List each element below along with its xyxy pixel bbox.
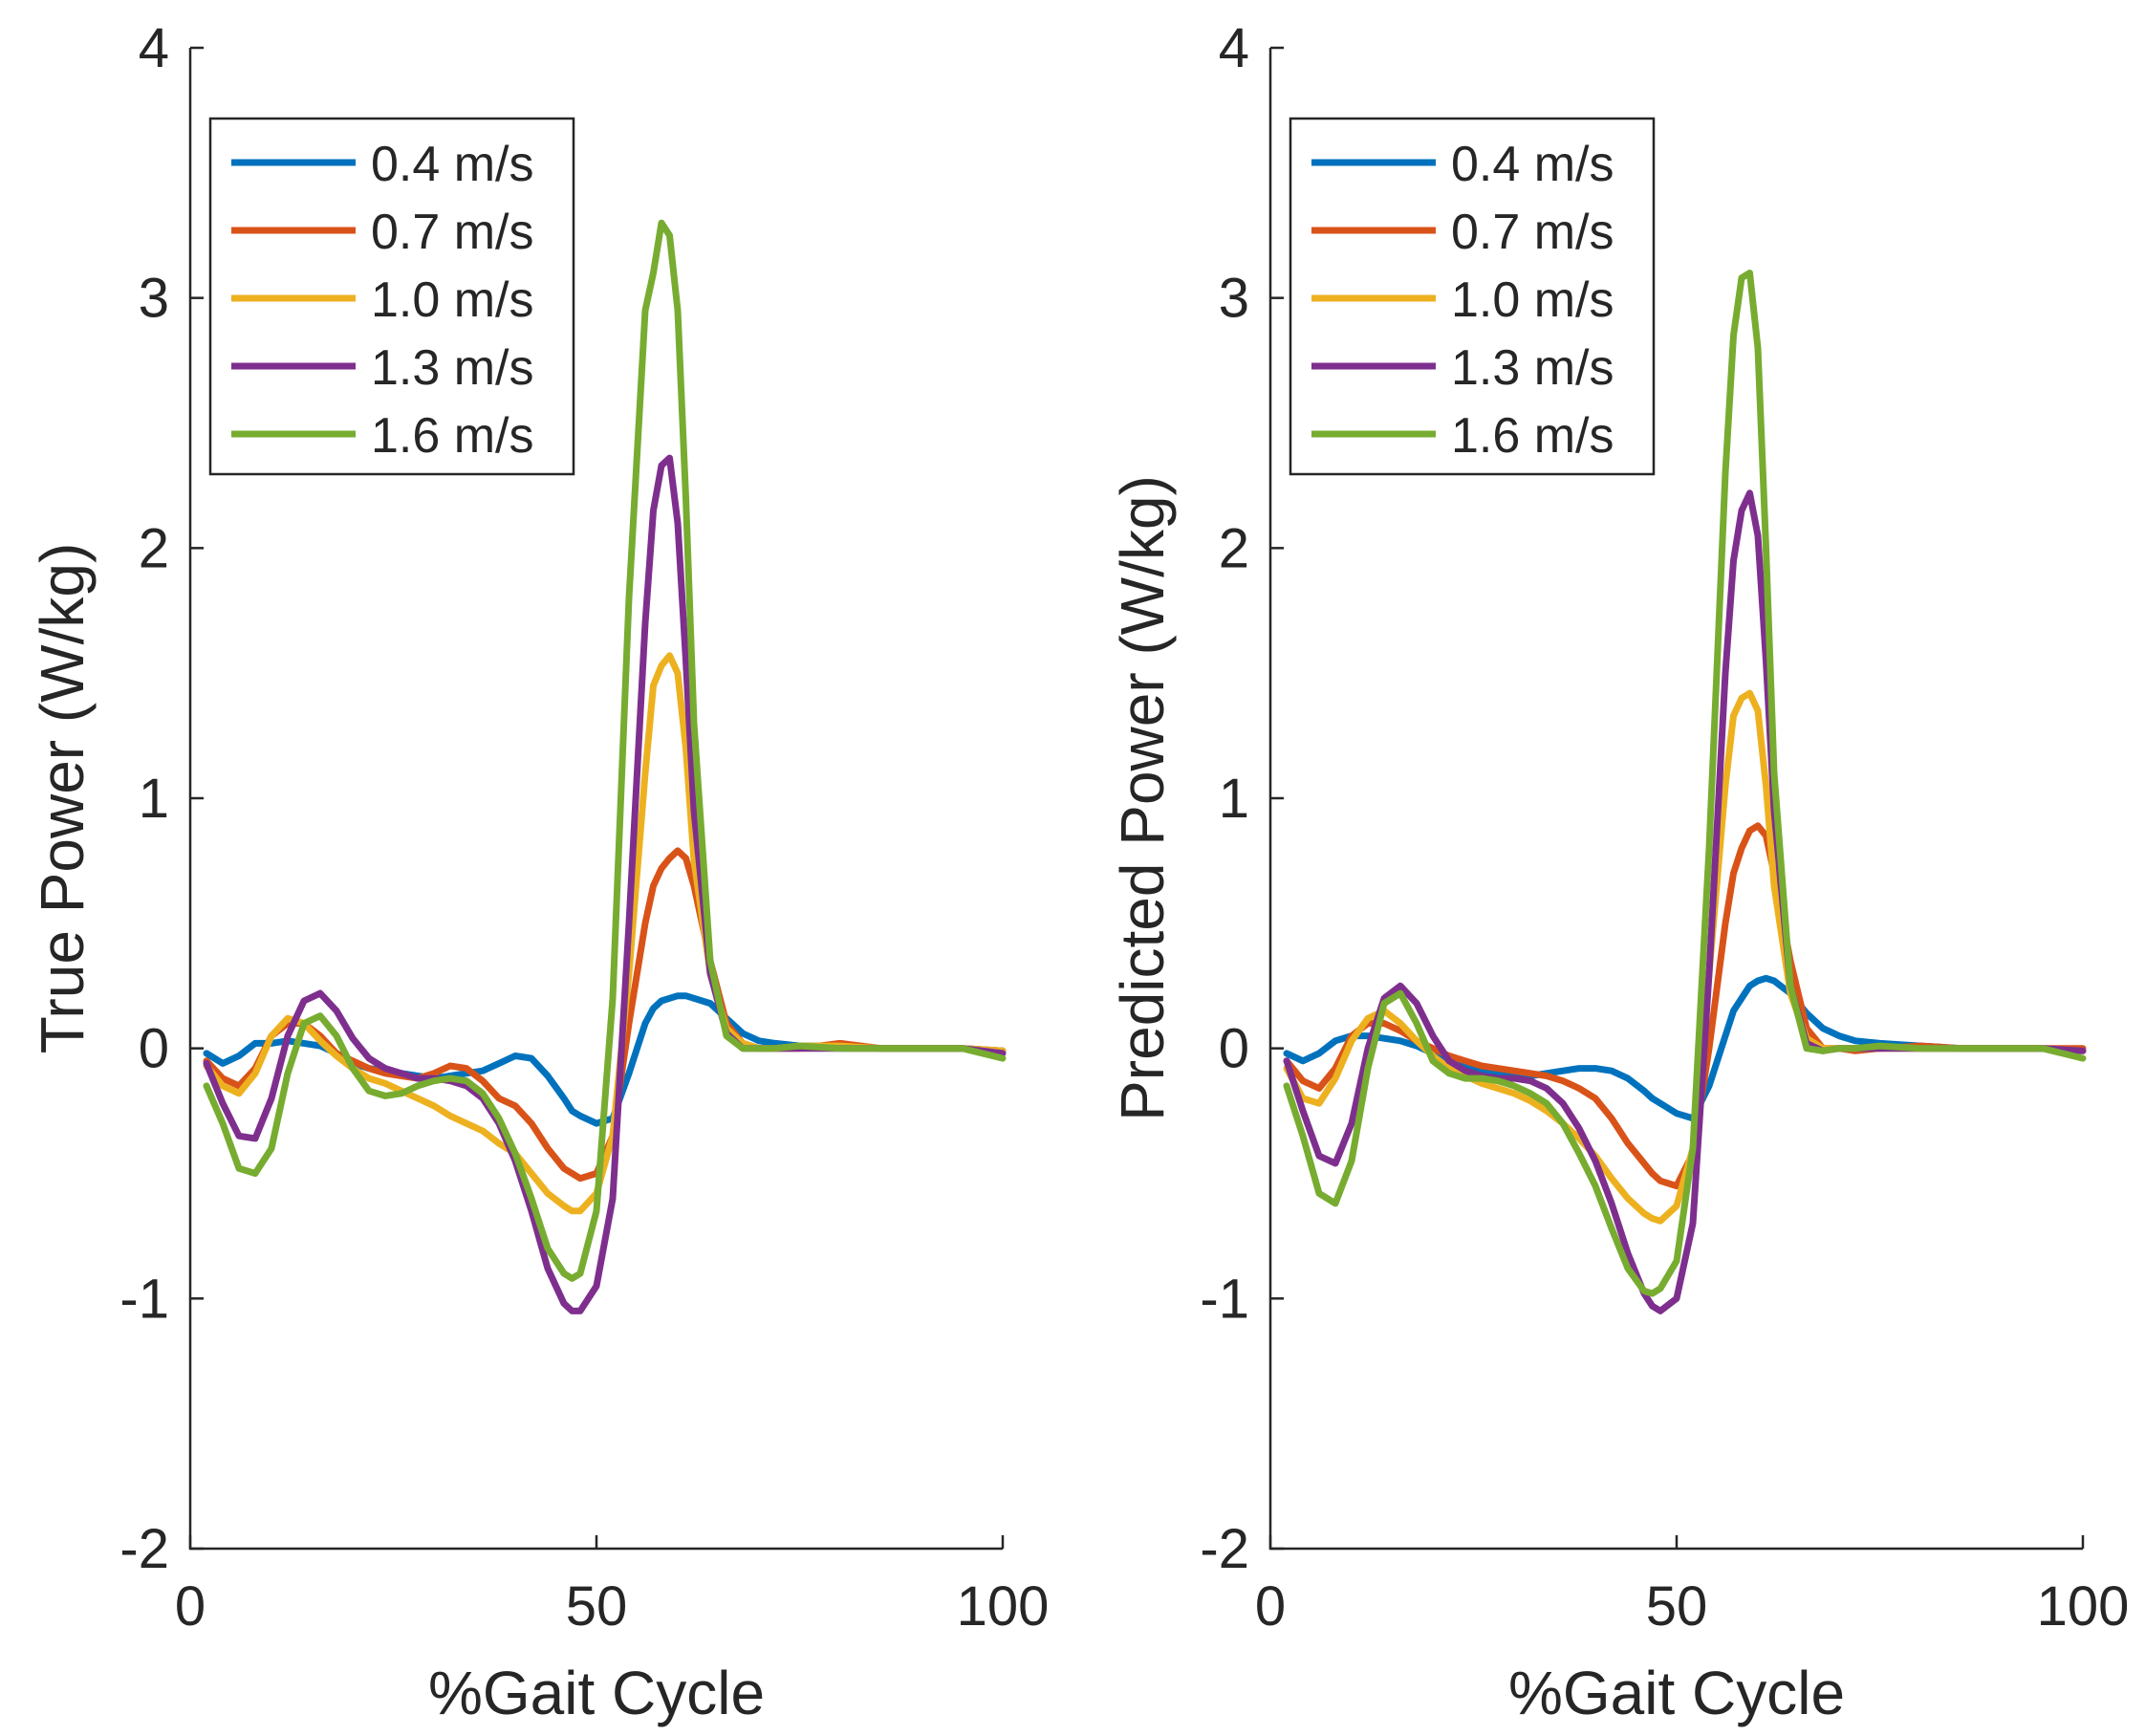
series-line-1-3-m-s (203, 454, 1007, 1314)
x-axis-label: %Gait Cycle (1508, 1659, 1845, 1727)
legend-label: 1.0 m/s (1451, 272, 1614, 328)
x-tick-label: 0 (175, 1575, 206, 1638)
y-axis-label: Predicted Power (W/kg) (1108, 475, 1177, 1121)
y-tick-label: -2 (119, 1518, 169, 1580)
x-tick-label: 0 (1255, 1575, 1286, 1638)
x-tick-label: 100 (2037, 1575, 2130, 1638)
y-tick-label: 3 (139, 268, 169, 330)
y-tick-label: 0 (1219, 1018, 1249, 1080)
y-tick-label: 2 (1219, 517, 1249, 579)
y-tick-label: 4 (1219, 17, 1249, 79)
legend-label: 1.3 m/s (1451, 340, 1614, 396)
legend-label: 1.6 m/s (1451, 408, 1614, 464)
y-tick-label: 1 (139, 768, 169, 830)
y-tick-label: 2 (139, 517, 169, 579)
x-tick-label: 50 (1646, 1575, 1708, 1638)
y-tick-label: 1 (1219, 768, 1249, 830)
series-line-1-6-m-s (1283, 270, 2087, 1297)
chart-panel-2: -2 -1 0 1 2 3 4 0 50 100 %Gait Cycle Predicted Powe… (1108, 17, 2129, 1727)
y-tick-label: 3 (1219, 268, 1249, 330)
series-line-1-6-m-s (203, 219, 1007, 1282)
legend-label: 0.4 m/s (371, 137, 534, 192)
x-tick-label: 100 (957, 1575, 1050, 1638)
y-tick-label: -1 (119, 1268, 169, 1330)
y-tick-label: -1 (1200, 1268, 1249, 1330)
y-axis-label: True Power (W/kg) (28, 543, 97, 1054)
y-tick-label: 4 (139, 17, 169, 79)
legend-label: 1.0 m/s (371, 272, 534, 328)
series-line-1-0-m-s (1283, 689, 2087, 1225)
legend-label: 1.6 m/s (371, 408, 534, 464)
legend-label: 0.7 m/s (371, 205, 534, 260)
y-tick-label: 0 (139, 1018, 169, 1080)
legend-label: 1.3 m/s (371, 340, 534, 396)
legend: 0.4 m/s 0.7 m/s 1.0 m/s 1.3 m/s 1.6 m/s (208, 117, 575, 476)
series-line-0-4-m-s (1283, 974, 2087, 1122)
legend-label: 0.4 m/s (1451, 137, 1614, 192)
chart-panel-1: -2 -1 0 1 2 3 4 0 50 100 %Gait Cycle True Power (W/… (28, 17, 1049, 1727)
y-tick-label: -2 (1200, 1518, 1249, 1580)
legend-label: 0.7 m/s (1451, 205, 1614, 260)
legend: 0.4 m/s 0.7 m/s 1.0 m/s 1.3 m/s 1.6 m/s (1289, 117, 1656, 476)
x-tick-label: 50 (566, 1575, 628, 1638)
x-axis-label: %Gait Cycle (428, 1659, 765, 1727)
